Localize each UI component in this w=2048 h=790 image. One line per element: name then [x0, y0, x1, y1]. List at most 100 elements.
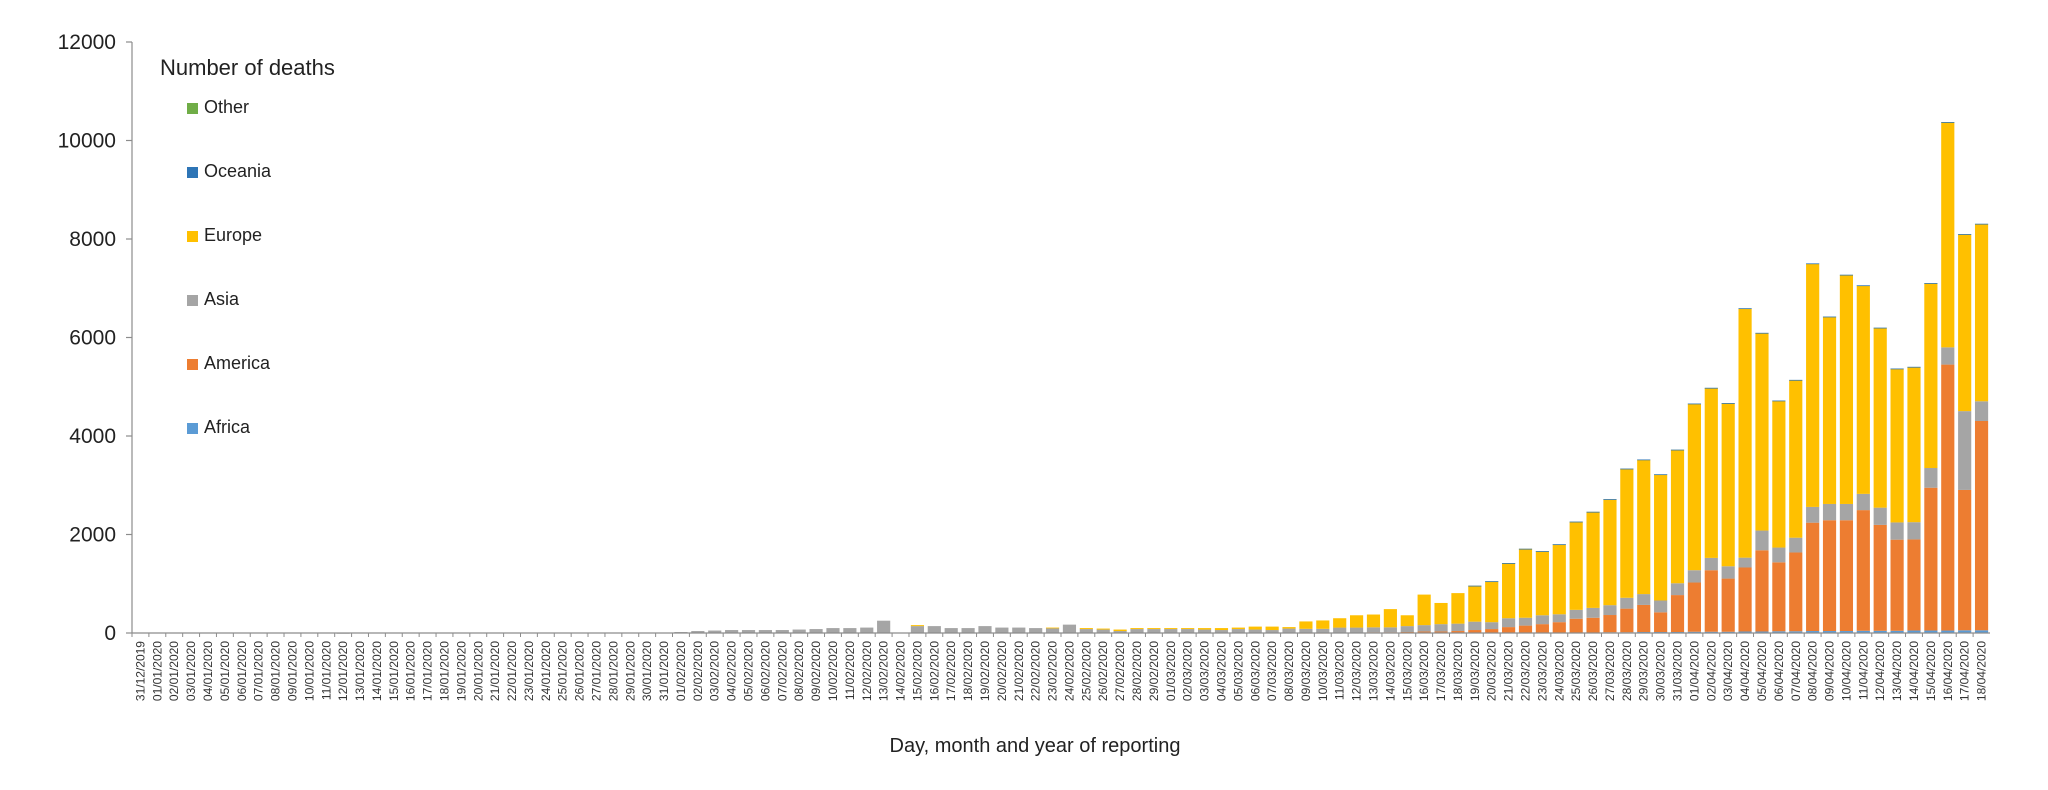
- x-tick-label: 14/04/2020: [1907, 641, 1921, 701]
- x-tick-label: 29/01/2020: [623, 641, 637, 701]
- bar-segment-asia: [1417, 625, 1431, 632]
- bar-segment-oceania: [1873, 327, 1887, 329]
- x-tick-label: 18/01/2020: [437, 641, 451, 701]
- x-tick-label: 06/03/2020: [1248, 641, 1262, 701]
- x-tick-label: 12/02/2020: [860, 641, 874, 701]
- x-tick-label: 18/03/2020: [1451, 641, 1465, 701]
- x-tick-label: 17/04/2020: [1958, 641, 1972, 701]
- x-tick-label: 05/01/2020: [218, 641, 232, 701]
- x-tick-label: 29/02/2020: [1147, 641, 1161, 701]
- bar-segment-america: [1839, 520, 1854, 632]
- x-tick-label: 22/02/2020: [1029, 641, 1043, 701]
- x-tick-label: 02/03/2020: [1181, 641, 1195, 701]
- bar-segment-america: [1518, 625, 1533, 633]
- x-tick-label: 07/02/2020: [775, 641, 789, 701]
- x-tick-label: 16/04/2020: [1941, 641, 1955, 701]
- bar-segment-europe: [1907, 367, 1921, 523]
- bar-segment-oceania: [1552, 544, 1566, 546]
- bar-segment-europe: [1637, 459, 1651, 595]
- x-tick-label: 01/03/2020: [1164, 641, 1178, 701]
- bar-segment-europe: [1434, 602, 1448, 625]
- bar-segment-asia: [691, 631, 705, 633]
- bar-segment-asia: [1350, 627, 1364, 633]
- x-tick-label: 28/03/2020: [1620, 641, 1634, 701]
- bar-segment-oceania: [1569, 521, 1583, 523]
- y-tick-label: 8000: [69, 228, 116, 251]
- legend-label-africa: Africa: [204, 417, 251, 437]
- bar-segment-europe: [910, 625, 925, 627]
- bar-segment-europe: [1586, 511, 1600, 608]
- bar-segment-america: [1535, 624, 1549, 633]
- legend-swatch-europe: [187, 231, 198, 242]
- bar-segment-asia: [1654, 600, 1668, 613]
- bar-segment-america: [1434, 631, 1448, 633]
- x-tick-label: 12/01/2020: [336, 641, 350, 701]
- x-tick-label: 23/03/2020: [1535, 641, 1549, 701]
- bar-segment-asia: [1451, 623, 1465, 632]
- bar-segment-africa: [1873, 630, 1887, 633]
- bar-segment-europe: [1350, 615, 1364, 628]
- x-tick-label: 19/01/2020: [454, 641, 468, 701]
- x-tick-label: 19/02/2020: [978, 641, 992, 701]
- bar-segment-asia: [741, 630, 756, 633]
- x-tick-label: 23/01/2020: [522, 641, 536, 701]
- x-tick-label: 15/03/2020: [1400, 641, 1414, 701]
- bar-segment-oceania: [1822, 316, 1837, 318]
- x-tick-label: 26/02/2020: [1096, 641, 1110, 701]
- x-tick-label: 26/03/2020: [1586, 641, 1600, 701]
- bar-segment-europe: [1974, 223, 1989, 402]
- bar-segment-europe: [1941, 122, 1955, 348]
- x-tick-label: 09/02/2020: [809, 641, 823, 701]
- x-tick-label: 27/01/2020: [590, 641, 604, 701]
- bar-segment-asia: [1974, 401, 1989, 421]
- bar-segment-america: [1958, 489, 1972, 631]
- bar-segment-europe: [1502, 563, 1516, 619]
- bar-segment-asia: [809, 629, 823, 633]
- bar-segment-oceania: [1941, 122, 1955, 123]
- x-tick-label: 16/01/2020: [404, 641, 418, 701]
- x-tick-label: 09/04/2020: [1823, 641, 1837, 701]
- bar-segment-europe: [1366, 614, 1381, 628]
- legend-swatch-oceania: [187, 167, 198, 178]
- x-tick-label: 10/04/2020: [1839, 641, 1853, 701]
- x-tick-label: 17/01/2020: [421, 641, 435, 701]
- y-tick-label: 2000: [69, 524, 116, 547]
- bar-segment-europe: [1400, 615, 1414, 627]
- x-tick-label: 02/02/2020: [691, 641, 705, 701]
- bar-segment-asia: [877, 620, 891, 633]
- legend: Number of deaths Other Oceania Europe Asia A…: [160, 55, 335, 437]
- bar-segment-europe: [1620, 468, 1634, 598]
- bar-segment-asia: [1400, 626, 1414, 633]
- x-tick-label: 11/02/2020: [843, 641, 857, 700]
- x-tick-label: 26/01/2020: [573, 641, 587, 701]
- bar-segment-oceania: [1535, 551, 1549, 552]
- bar-segment-asia: [725, 630, 739, 633]
- bar-segment-asia: [1637, 594, 1651, 605]
- x-tick-label: 14/01/2020: [370, 641, 384, 701]
- bar-segment-oceania: [1704, 387, 1718, 389]
- bar-segment-africa: [1856, 630, 1870, 633]
- bar-segment-asia: [1721, 566, 1735, 579]
- bar-segment-africa: [1907, 630, 1921, 633]
- x-tick-label: 23/02/2020: [1046, 641, 1060, 701]
- bar-segment-europe: [1079, 628, 1093, 630]
- bar-segment-asia: [995, 627, 1009, 633]
- bar-segment-america: [1451, 631, 1465, 633]
- x-tick-label: 01/04/2020: [1687, 641, 1701, 701]
- x-tick-label: 04/01/2020: [201, 641, 215, 701]
- legend-label-oceania: Oceania: [204, 161, 272, 181]
- bar-segment-asia: [1907, 522, 1921, 540]
- bar-segment-oceania: [1586, 511, 1600, 513]
- x-tick-label: 08/03/2020: [1282, 641, 1296, 701]
- x-tick-label: 14/02/2020: [894, 641, 908, 701]
- bar-segment-oceania: [1974, 223, 1989, 225]
- bar-segment-europe: [1924, 283, 1938, 469]
- bar-segment-europe: [1603, 499, 1617, 606]
- bar-segment-europe: [1383, 609, 1397, 628]
- bar-segment-europe: [1738, 308, 1752, 558]
- bar-segment-asia: [1299, 628, 1313, 633]
- bar-segment-america: [1806, 522, 1820, 632]
- bar-segment-asia: [1485, 622, 1499, 630]
- x-tick-label: 08/02/2020: [792, 641, 806, 701]
